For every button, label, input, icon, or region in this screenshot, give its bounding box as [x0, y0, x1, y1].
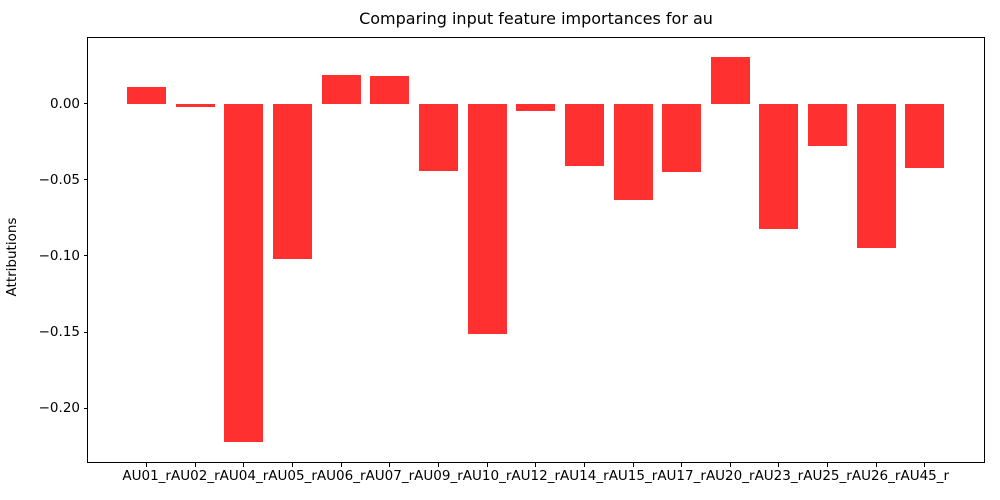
y-tick-label-0.00: 0.00	[49, 95, 80, 112]
x-tick-label-AU07_r: AU07_r	[365, 468, 415, 484]
x-tick-label-AU17_r: AU17_r	[657, 468, 706, 484]
x-tick-mark-AU12_r	[535, 463, 537, 467]
x-tick-mark-AU04_r	[243, 463, 245, 467]
bar-AU07_r	[370, 76, 410, 104]
x-tick-label-AU01_r: AU01_r	[122, 468, 171, 484]
bar-AU23_r	[759, 103, 799, 229]
bar-AU20_r	[710, 56, 750, 104]
x-tick-label-AU09_r: AU09_r	[414, 468, 463, 484]
x-tick-mark-AU20_r	[729, 463, 731, 467]
x-tick-mark-AU06_r	[340, 463, 342, 467]
x-tick-label-AU14_r: AU14_r	[560, 468, 609, 484]
x-tick-label-AU26_r: AU26_r	[851, 468, 901, 484]
x-tick-mark-AU05_r	[292, 463, 294, 467]
bars-layer	[88, 38, 984, 462]
bar-AU10_r	[467, 103, 507, 334]
bar-AU01_r	[127, 87, 167, 104]
bar-AU12_r	[516, 103, 556, 112]
x-tick-label-AU06_r: AU06_r	[316, 468, 366, 484]
bar-AU25_r	[808, 103, 848, 147]
y-tick-label-−0.20: −0.20	[38, 400, 80, 417]
bar-AU45_r	[905, 103, 945, 168]
y-tick-mark-−0.05	[84, 179, 88, 181]
x-tick-mark-AU26_r	[875, 463, 877, 467]
bar-AU06_r	[321, 74, 361, 104]
x-tick-mark-AU02_r	[194, 463, 196, 467]
x-tick-mark-AU45_r	[924, 463, 926, 467]
bar-AU14_r	[564, 103, 604, 167]
bar-AU04_r	[224, 103, 264, 442]
chart-title: Comparing input feature importances for …	[359, 9, 713, 28]
x-tick-label-AU10_r: AU10_r	[462, 468, 512, 484]
plot-area	[87, 37, 985, 463]
bar-AU26_r	[856, 103, 896, 249]
x-tick-mark-AU01_r	[146, 463, 148, 467]
x-tick-mark-AU25_r	[827, 463, 829, 467]
x-tick-label-AU12_r: AU12_r	[511, 468, 561, 484]
x-tick-label-AU15_r: AU15_r	[608, 468, 658, 484]
x-tick-label-AU05_r: AU05_r	[268, 468, 317, 484]
y-tick-label-−0.05: −0.05	[38, 171, 80, 188]
y-tick-mark-−0.10	[84, 255, 88, 257]
y-tick-mark-−0.20	[84, 407, 88, 409]
x-tick-label-AU20_r: AU20_r	[705, 468, 755, 484]
y-tick-mark-0.00	[84, 103, 88, 105]
bar-AU17_r	[662, 103, 702, 173]
x-tick-mark-AU17_r	[681, 463, 683, 467]
x-tick-mark-AU23_r	[778, 463, 780, 467]
x-tick-mark-AU10_r	[486, 463, 488, 467]
y-tick-mark-−0.15	[84, 331, 88, 333]
x-tick-label-AU23_r: AU23_r	[754, 468, 804, 484]
bar-AU05_r	[273, 103, 313, 259]
x-tick-mark-AU09_r	[437, 463, 439, 467]
x-tick-label-AU45_r: AU45_r	[900, 468, 950, 484]
x-tick-mark-AU14_r	[583, 463, 585, 467]
x-tick-mark-AU15_r	[632, 463, 634, 467]
x-tick-label-AU02_r: AU02_r	[171, 468, 220, 484]
y-tick-label-−0.10: −0.10	[38, 247, 80, 264]
bar-AU15_r	[613, 103, 653, 200]
bar-AU02_r	[175, 103, 215, 107]
bar-AU09_r	[418, 103, 458, 171]
x-tick-label-AU04_r: AU04_r	[219, 468, 269, 484]
y-tick-label-−0.15: −0.15	[38, 324, 80, 341]
x-tick-label-AU25_r: AU25_r	[803, 468, 852, 484]
x-tick-mark-AU07_r	[389, 463, 391, 467]
